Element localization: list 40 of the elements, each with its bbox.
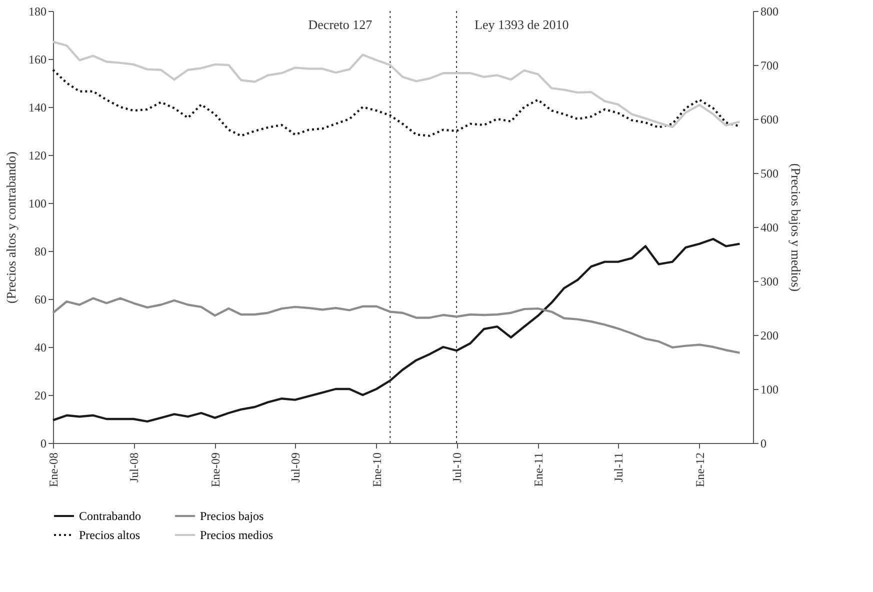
- y-tick-label: 80: [34, 244, 46, 258]
- x-tick-label: Ene-10: [370, 452, 384, 488]
- line-series: [52, 40, 741, 128]
- y-tick-label: 180: [28, 4, 46, 18]
- y2-tick-label: 300: [760, 274, 778, 288]
- y2-tick-label: 200: [760, 328, 778, 342]
- x-tick-label: Ene-11: [531, 452, 546, 487]
- y2-tick-label: 400: [760, 220, 778, 234]
- x-tick-label: Jul-11: [612, 452, 626, 482]
- y-tick-label: 120: [28, 148, 46, 162]
- line-series: [52, 238, 741, 422]
- x-tick-label: Ene-12: [692, 452, 707, 488]
- y2-tick-label: 600: [760, 112, 778, 126]
- ref-line-label: Decreto 127: [308, 17, 373, 32]
- legend-label: Precios altos: [79, 528, 140, 542]
- y-tick-label: 140: [28, 100, 46, 114]
- y2-tick-label: 0: [760, 436, 766, 450]
- y-tick-label: 0: [40, 436, 46, 450]
- legend-label: Contrabando: [79, 509, 141, 523]
- legend-label: Precios bajos: [200, 509, 264, 523]
- line-series: [52, 297, 741, 354]
- y2-axis-title: (Precios bajos y medios): [788, 163, 804, 292]
- legend-label: Precios medios: [200, 528, 274, 542]
- ref-line-label: Ley 1393 de 2010: [474, 17, 569, 32]
- y2-tick-label: 500: [760, 166, 778, 180]
- y2-tick-label: 800: [760, 4, 778, 18]
- y2-tick-label: 100: [760, 382, 778, 396]
- y-tick-label: 40: [34, 340, 46, 354]
- x-tick-label: Jul-09: [288, 452, 303, 482]
- line-series: [52, 68, 741, 137]
- x-tick-label: Ene-08: [46, 452, 60, 488]
- x-tick-label: Ene-09: [208, 452, 222, 488]
- y-tick-label: 100: [28, 196, 46, 210]
- y-tick-label: 20: [34, 388, 46, 402]
- y-tick-label: 160: [28, 52, 46, 66]
- x-tick-label: Jul-10: [450, 452, 464, 482]
- y-tick-label: 60: [34, 292, 46, 306]
- y-axis-title: (Precios altos y contrabando): [4, 152, 18, 304]
- x-tick-label: Jul-08: [127, 452, 142, 482]
- y2-tick-label: 700: [760, 58, 778, 72]
